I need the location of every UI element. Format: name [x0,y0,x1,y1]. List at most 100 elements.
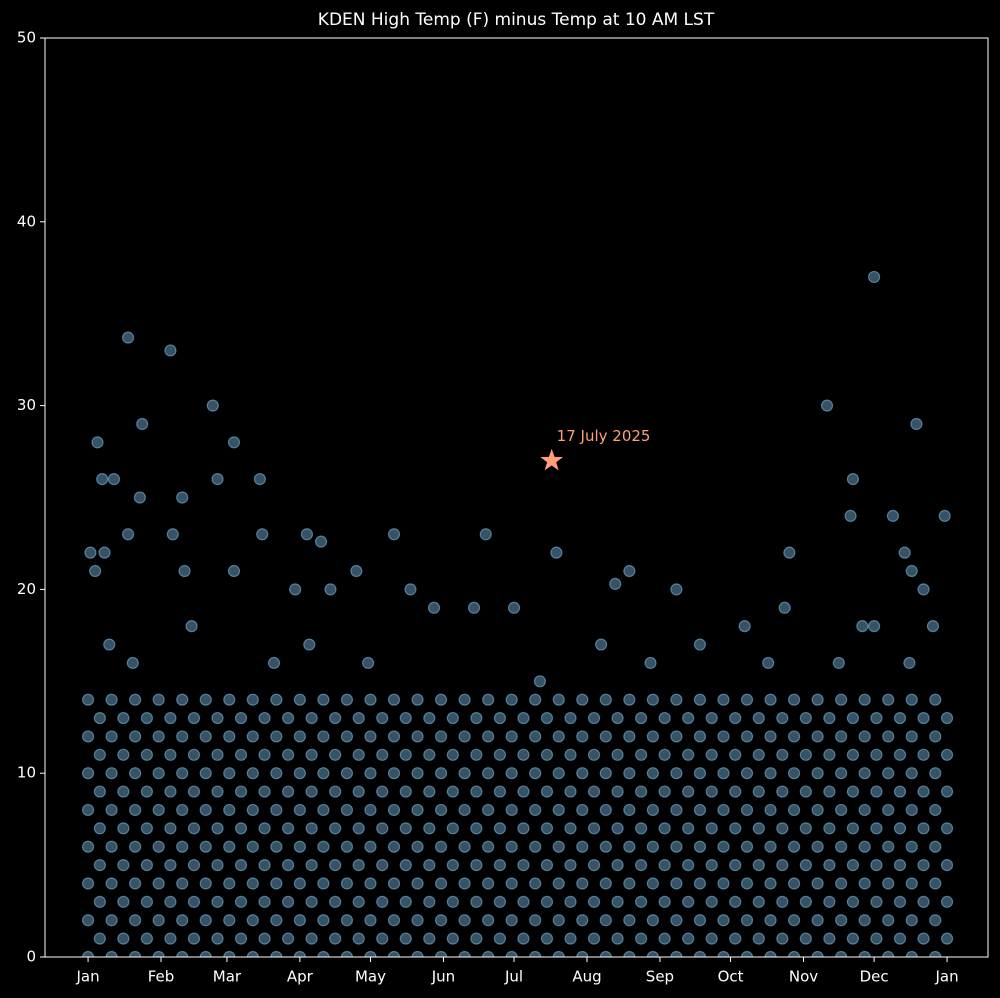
point [693,877,707,890]
point [882,803,895,817]
point [764,950,777,957]
point [799,895,812,908]
point [929,950,942,957]
point [140,895,154,908]
point [223,950,236,957]
point [364,914,377,927]
point [576,840,589,853]
point [764,730,777,743]
point [905,877,918,890]
point [823,822,836,835]
point [858,730,871,743]
point [329,932,342,945]
point [258,932,271,945]
point [599,803,612,817]
point [787,950,801,957]
point [776,748,789,761]
point [917,858,930,872]
x-tick-label: Mar [213,968,242,986]
point [305,858,318,872]
point [434,767,448,780]
point [646,767,659,780]
point [787,767,801,780]
point [776,822,789,835]
point [844,509,857,522]
point [705,895,718,908]
point [823,748,836,761]
point [458,767,471,780]
point [340,693,354,706]
point [458,950,471,957]
point [187,711,201,725]
point [823,858,836,872]
point [623,914,636,927]
point [705,858,718,872]
point [166,528,179,541]
x-tick-label: Nov [789,968,818,986]
point [399,711,412,725]
point [858,877,871,890]
point [740,914,754,927]
point [458,803,471,817]
point [376,895,389,908]
point [282,895,295,908]
point [670,840,683,853]
point [387,914,401,927]
point [682,822,695,835]
point [658,748,671,761]
point [387,877,401,890]
point [846,711,860,725]
point [352,858,365,872]
point [152,950,165,957]
point [856,620,869,633]
point [811,693,824,706]
y-tick-label: 30 [17,396,36,414]
point [693,914,707,927]
point [324,583,337,596]
point [658,822,671,835]
point [211,858,224,872]
point [529,840,542,853]
x-tick-label: Sep [646,968,674,986]
point [270,950,283,957]
point [811,950,824,957]
point [858,950,871,957]
point [752,932,765,945]
point [867,620,881,633]
point [314,535,328,548]
point [199,767,212,780]
point [576,877,589,890]
point [893,785,907,798]
point [611,711,624,725]
point [940,711,954,725]
point [670,877,683,890]
point [364,730,377,743]
point [364,767,377,780]
point [882,950,895,957]
point [129,914,142,927]
point [223,767,236,780]
point [223,803,236,817]
point [529,767,542,780]
point [223,730,236,743]
point [129,803,142,817]
point [529,803,542,817]
point [635,858,648,872]
point [493,858,507,872]
point [105,914,118,927]
point [646,730,659,743]
point [552,840,565,853]
point [227,436,241,449]
point [682,748,695,761]
point [882,693,895,706]
x-tick-label: Oct [718,968,744,986]
point [152,914,165,927]
point [564,858,577,872]
point [282,822,295,835]
point [282,748,295,761]
point [682,785,695,798]
point [140,932,154,945]
point [364,950,377,957]
point [870,932,883,945]
point [670,914,683,927]
